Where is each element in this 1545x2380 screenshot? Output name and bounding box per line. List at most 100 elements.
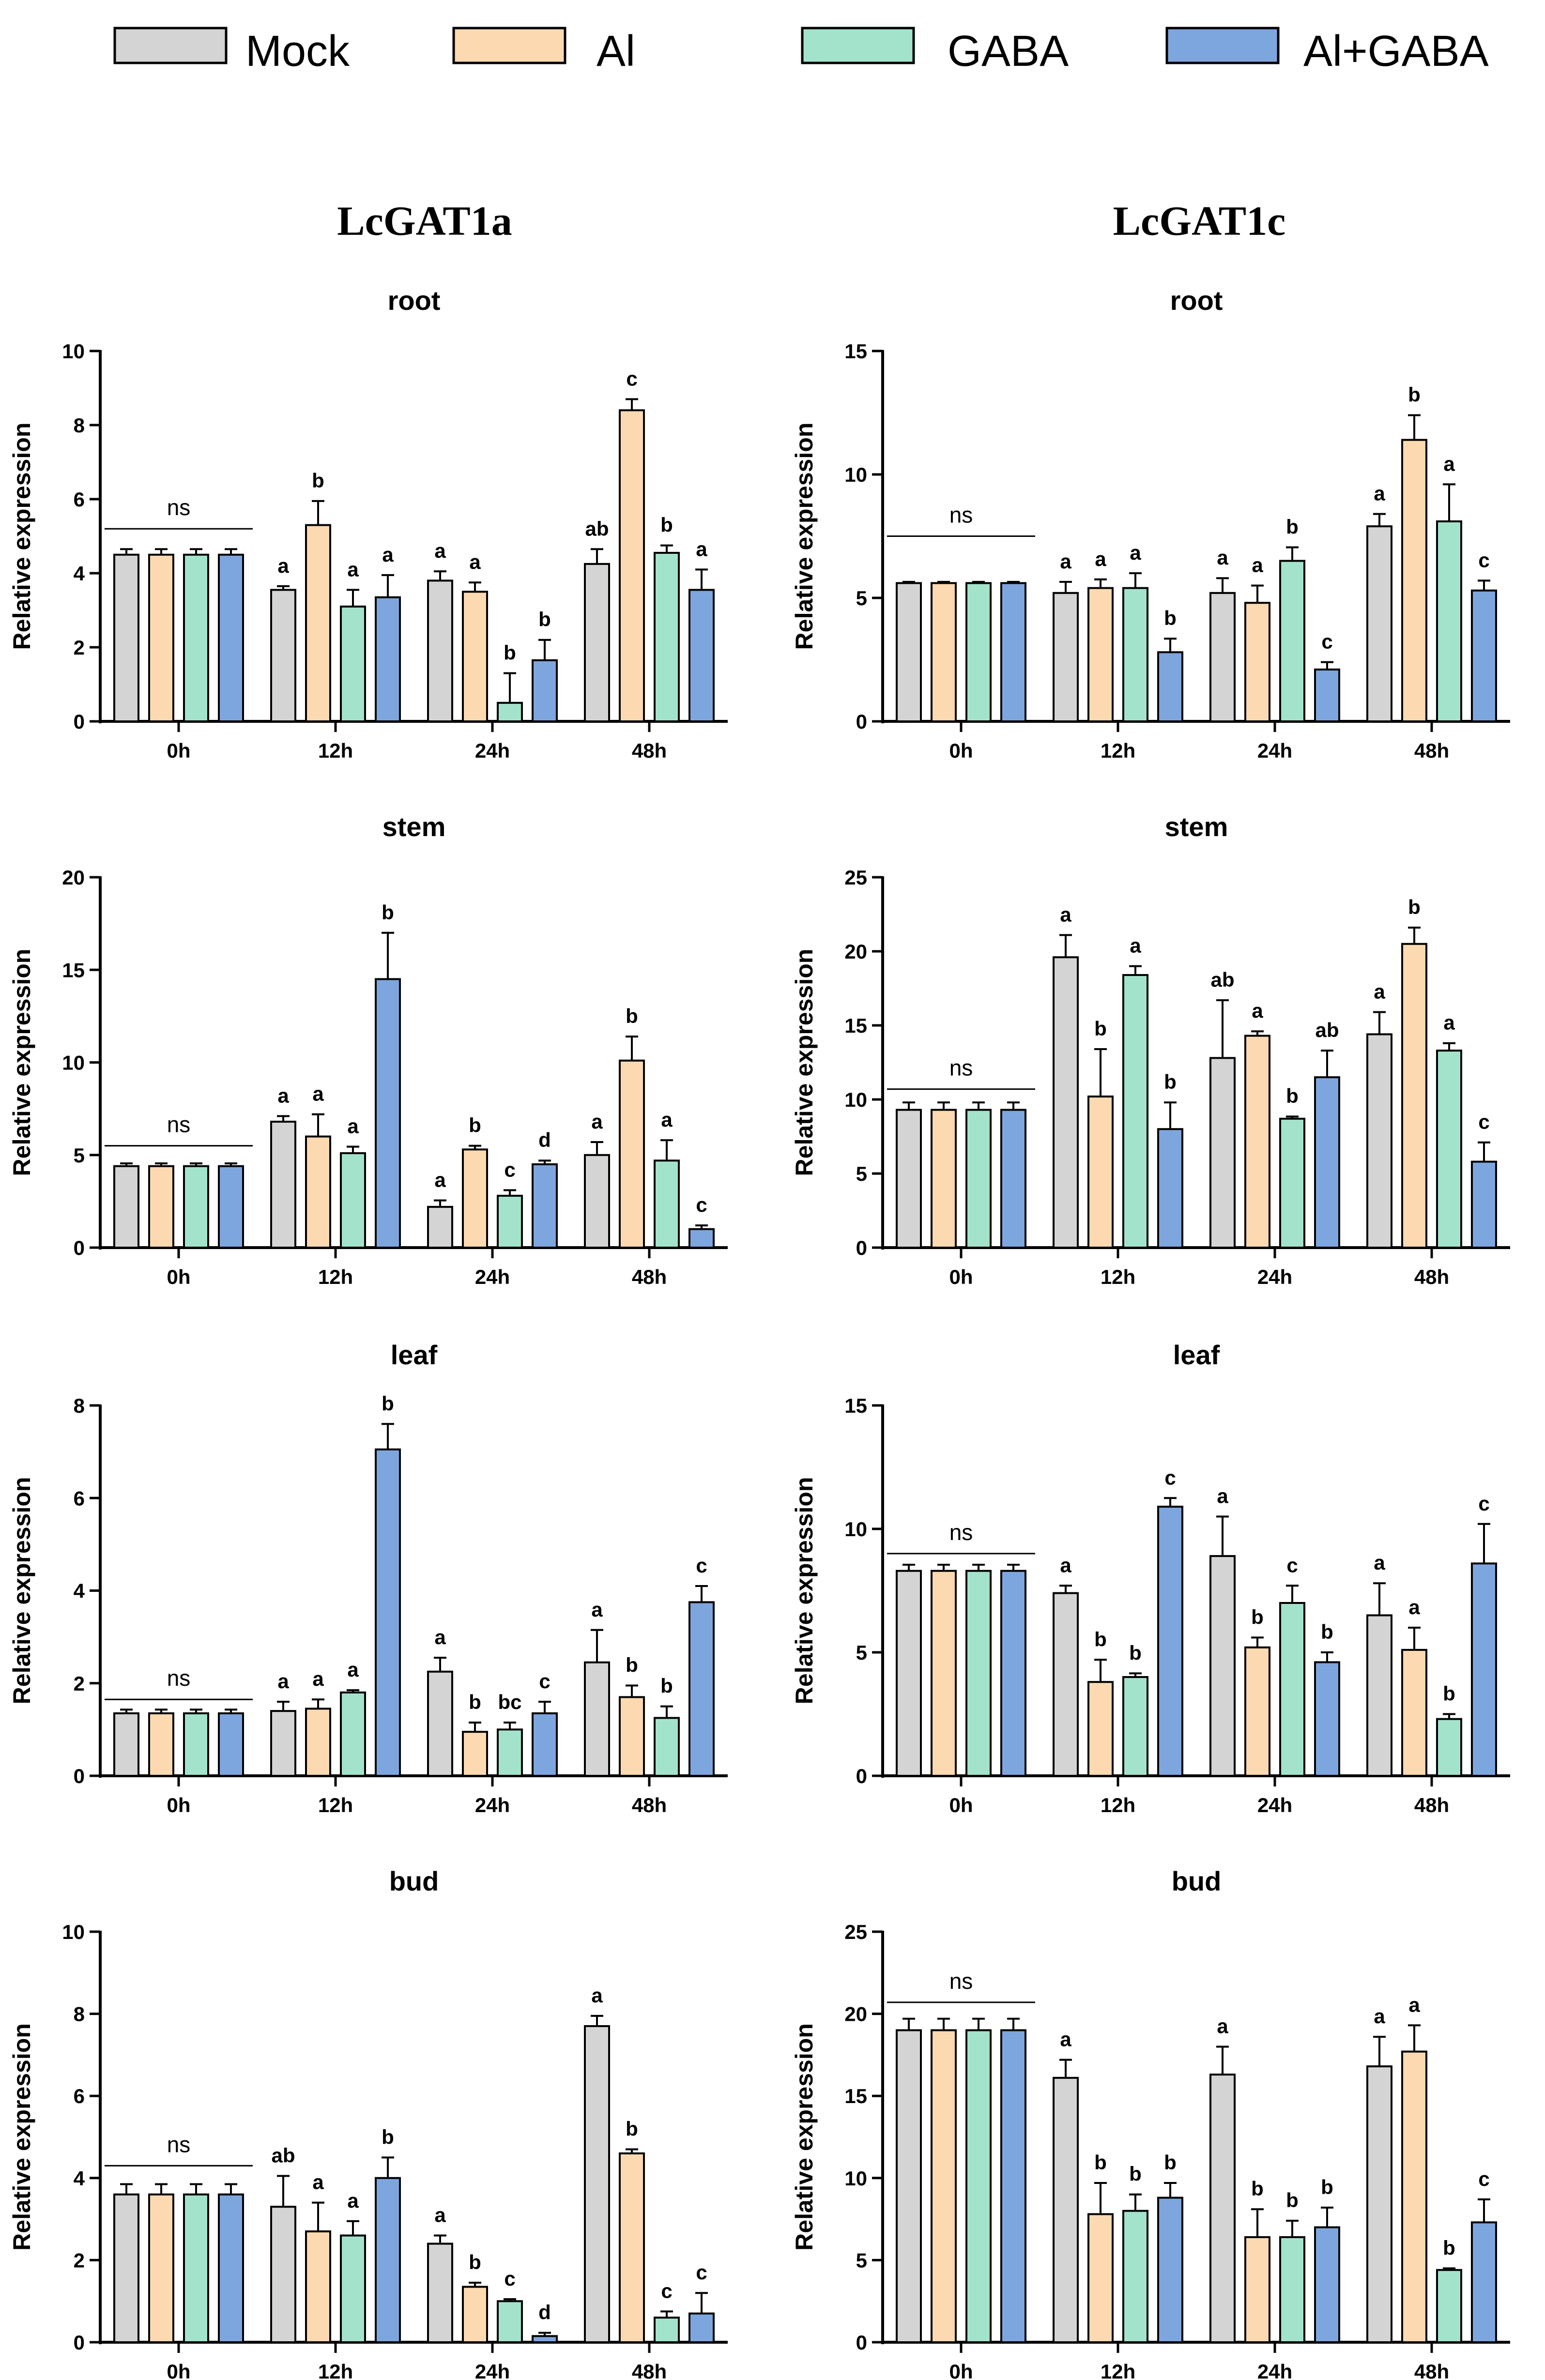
legend-label-mock: Mock [245,27,350,76]
bar-gaba-0h [965,582,992,723]
y-tick-label: 10 [62,340,85,363]
bar-gaba-12h [340,605,366,722]
bar-gaba-24h [1279,1602,1305,1777]
bar-al-gaba-24h [532,1712,558,1777]
significance-letter: b [626,2117,638,2140]
x-tick-label: 0h [167,1794,190,1816]
y-tick-label: 5 [856,1162,867,1185]
bar-al-0h [148,1712,174,1777]
y-tick-label: 8 [74,2003,85,2026]
significance-letter: a [1130,934,1141,957]
bar-al-24h [462,591,488,722]
bar-al-48h [1401,2050,1427,2344]
legend-label-al-gaba: Al+GABA [1303,27,1489,76]
significance-letter: a [347,1658,359,1681]
y-axis-label: Relative expression [791,423,818,650]
bar-al-12h [305,2230,331,2344]
significance-letter: ab [585,517,609,540]
legend: Mock Al GABA Al+GABA [113,27,1489,76]
x-tick-label: 12h [318,739,353,762]
significance-letter: a [347,558,359,580]
bar-gaba-0h [965,1109,992,1249]
significance-letter: c [1478,549,1489,571]
x-tick-label: 48h [1414,2360,1449,2380]
bar-al-0h [148,1165,174,1249]
bar-al-24h [1244,1646,1270,1777]
significance-letter: a [1252,554,1263,577]
significance-letter: a [1217,2014,1228,2037]
bar-al-gaba-48h [1471,1160,1497,1249]
x-tick-label: 0h [949,739,973,762]
bar-mock-0h [113,1165,139,1249]
bar-gaba-48h [654,1159,680,1249]
significance-letter: a [434,1168,446,1191]
x-tick-label: 48h [1414,739,1449,762]
bar-mock-24h [427,580,453,723]
bar-gaba-12h [1122,1676,1148,1777]
bar-mock-12h [1053,2076,1079,2344]
significance-letter: b [1251,2177,1264,2200]
bar-al-0h [931,1570,957,1777]
significance-letter: c [1478,1492,1489,1515]
significance-letter: ab [271,2144,295,2167]
significance-letter: a [1374,482,1385,505]
y-tick-label: 25 [844,1921,867,1943]
significance-letter: a [1374,1551,1385,1574]
significance-letter: a [1217,1485,1228,1508]
legend-label-gaba: GABA [948,27,1069,76]
bar-mock-24h [427,1205,453,1249]
bar-gaba-12h [1122,587,1148,722]
bar-gaba-48h [1436,1718,1462,1777]
bar-gaba-24h [497,702,523,722]
y-tick-label: 4 [74,1580,85,1602]
bar-al-gaba-0h [1000,582,1026,723]
significance-letter: b [469,2251,481,2273]
x-tick-label: 0h [167,1266,190,1288]
bar-gaba-48h [654,1717,680,1777]
significance-letter: a [1060,550,1071,573]
bar-al-12h [305,1708,331,1777]
bar-gaba-48h [1436,520,1462,723]
bar-al-gaba-12h [375,2177,401,2343]
bar-al-gaba-24h [1314,1076,1340,1249]
bar-al-24h [1244,2236,1270,2344]
significance-letter: c [696,1554,707,1577]
bar-mock-0h [113,2193,139,2344]
y-tick-label: 2 [74,1672,85,1695]
bar-al-gaba-12h [1157,1506,1183,1777]
significance-letter: a [312,1083,324,1105]
significance-letter: b [504,641,516,664]
bar-gaba-48h [1436,1050,1462,1249]
x-tick-label: 0h [949,2360,973,2380]
significance-letter: a [1095,548,1106,570]
bar-gaba-0h [183,1712,209,1777]
ns-label: ns [167,1665,191,1691]
bar-mock-48h [584,1154,610,1249]
bar-mock-0h [113,1712,139,1777]
y-tick-label: 10 [62,1921,85,1943]
significance-letter: a [1443,1011,1455,1034]
significance-letter: a [1374,980,1385,1003]
bar-al-gaba-0h [1000,1570,1026,1777]
significance-letter: a [347,1115,359,1138]
chart-title: leaf [391,1340,438,1370]
significance-letter: b [1286,1084,1299,1107]
y-axis-label: Relative expression [791,949,818,1176]
chart-title: stem [1165,811,1228,842]
chart-title: root [388,285,441,316]
chart-title: root [1170,285,1223,316]
bar-mock-48h [1366,1033,1392,1249]
significance-letter: c [626,367,637,390]
significance-letter: b [1251,1605,1264,1628]
significance-letter: b [1164,2151,1177,2174]
bar-al-48h [1401,943,1427,1249]
bar-al-gaba-24h [532,1163,558,1249]
x-tick-label: 12h [318,1794,353,1816]
y-tick-label: 6 [74,1487,85,1510]
significance-letter: a [312,1667,324,1690]
significance-letter: a [1060,903,1071,926]
significance-letter: b [1443,1682,1455,1705]
y-tick-label: 0 [74,2331,85,2354]
legend-swatch-gaba [801,27,915,64]
